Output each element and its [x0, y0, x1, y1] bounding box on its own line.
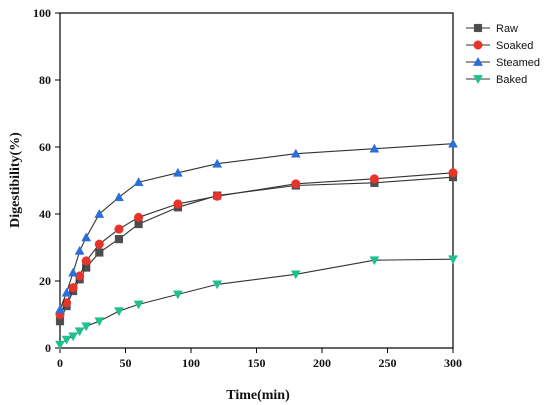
- data-point: [369, 143, 380, 153]
- data-point: [448, 138, 458, 148]
- legend-item: Raw: [466, 23, 518, 35]
- data-point: [61, 335, 72, 345]
- y-axis-ticks: 0 20 40 60 80 100: [33, 6, 60, 355]
- data-point: [68, 267, 79, 277]
- series-steamed: [55, 138, 458, 314]
- data-point: [81, 322, 92, 332]
- data-point: [173, 199, 183, 209]
- data-point: [55, 340, 65, 350]
- data-point: [74, 245, 85, 255]
- data-point: [448, 255, 458, 265]
- y-tick-label: 20: [39, 274, 51, 288]
- data-point: [114, 224, 124, 234]
- data-point: [94, 208, 105, 218]
- legend-label: Raw: [496, 23, 518, 35]
- legend-label: Baked: [496, 74, 527, 86]
- y-tick-label: 60: [39, 140, 51, 154]
- legend-item: Soaked: [466, 40, 533, 52]
- series-layer: [55, 138, 458, 350]
- data-point: [172, 290, 183, 300]
- data-point: [81, 232, 92, 242]
- series-baked: [55, 255, 458, 350]
- x-tick-label: 50: [120, 356, 132, 370]
- data-point: [134, 212, 144, 222]
- data-point: [114, 192, 124, 202]
- y-tick-label: 100: [33, 6, 51, 20]
- data-point: [133, 177, 144, 187]
- data-point: [212, 158, 223, 168]
- data-point: [94, 317, 105, 327]
- data-point: [133, 300, 144, 310]
- legend-marker: [473, 23, 483, 33]
- data-point: [114, 307, 124, 317]
- legend-label: Steamed: [496, 57, 540, 69]
- legend-item: Steamed: [466, 56, 540, 69]
- x-axis-title: Time(min): [226, 388, 290, 403]
- data-point: [114, 235, 124, 244]
- y-tick-label: 80: [39, 73, 51, 87]
- data-point: [68, 332, 79, 342]
- x-tick-label: 150: [248, 356, 266, 370]
- data-point: [61, 287, 72, 297]
- series-line: [59, 258, 454, 346]
- data-point: [290, 148, 301, 158]
- data-point: [172, 167, 183, 177]
- x-tick-label: 100: [182, 356, 200, 370]
- legend-marker: [473, 40, 483, 50]
- legend-marker: [473, 56, 483, 66]
- data-point: [81, 256, 91, 266]
- legend-marker: [473, 75, 483, 85]
- y-tick-label: 0: [45, 341, 51, 355]
- legend: Raw Soaked Steamed Baked: [466, 23, 540, 86]
- data-point: [68, 283, 78, 293]
- x-tick-label: 250: [379, 356, 397, 370]
- plot-border: [59, 12, 454, 349]
- x-tick-label: 300: [444, 356, 462, 370]
- data-point: [369, 256, 380, 266]
- x-axis-ticks: 0 50 100 150 200 250 300: [57, 348, 462, 370]
- legend-label: Soaked: [496, 40, 533, 52]
- data-point: [94, 239, 104, 249]
- series-soaked: [55, 168, 458, 320]
- data-point: [448, 168, 458, 178]
- legend-item: Baked: [466, 74, 527, 86]
- plot-frame: [59, 12, 454, 349]
- data-point: [291, 179, 301, 189]
- data-point: [212, 280, 223, 290]
- data-point: [95, 248, 104, 257]
- data-point: [55, 304, 65, 314]
- series-raw: [55, 173, 458, 326]
- x-tick-label: 200: [313, 356, 331, 370]
- data-point: [369, 174, 379, 184]
- x-tick-label: 0: [57, 356, 63, 370]
- data-point: [290, 270, 301, 280]
- y-axis-title: Digestibility(%): [8, 132, 23, 228]
- data-point: [212, 191, 222, 201]
- y-tick-label: 40: [39, 207, 51, 221]
- data-point: [74, 327, 85, 337]
